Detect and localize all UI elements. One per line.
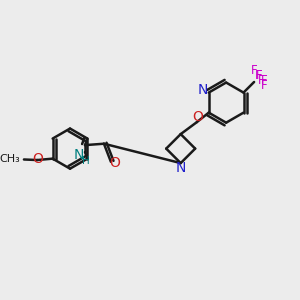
Text: H: H (82, 156, 90, 166)
Text: O: O (192, 110, 203, 124)
Text: N: N (176, 161, 186, 175)
Text: F: F (261, 79, 268, 92)
Text: F: F (257, 74, 264, 87)
Text: O: O (110, 156, 121, 170)
Text: F: F (251, 64, 258, 77)
Text: F: F (261, 74, 268, 87)
Text: N: N (74, 148, 84, 162)
Text: CH₃: CH₃ (0, 154, 20, 164)
Text: N: N (197, 83, 208, 97)
Text: O: O (33, 152, 44, 167)
Text: F: F (256, 69, 262, 82)
Text: F: F (255, 69, 262, 82)
